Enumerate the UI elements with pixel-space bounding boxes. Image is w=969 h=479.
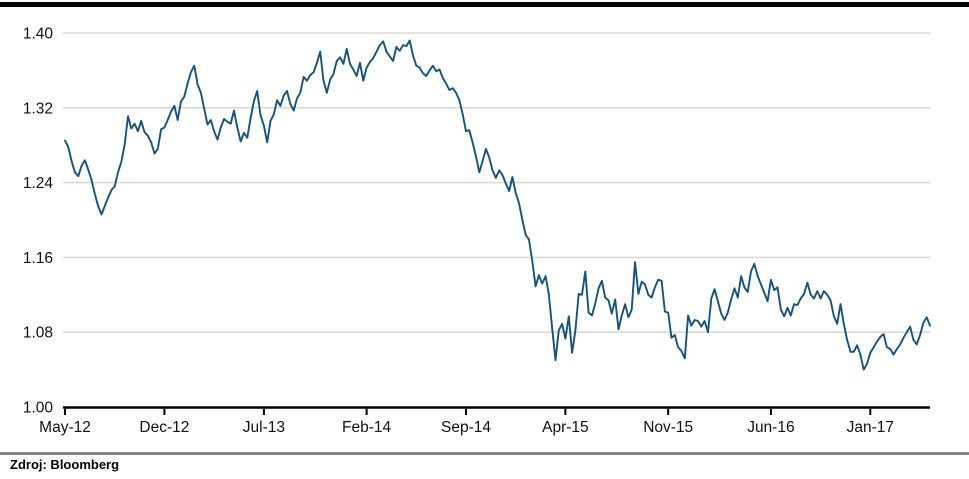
eurusd-line-chart: 1.40 1.32 1.24 1.16 1.08 1.00 May-12 Dec-12 Jul-… xyxy=(23,26,931,437)
x-tick-label: Sep-14 xyxy=(441,419,491,436)
x-tick-label: Feb-14 xyxy=(342,419,391,436)
y-tick-label: 1.08 xyxy=(23,325,53,342)
y-tick-label: 1.40 xyxy=(23,26,54,43)
x-tick-label: Apr-15 xyxy=(542,419,589,436)
price-line xyxy=(64,39,931,371)
y-tick-label: 1.32 xyxy=(23,100,53,117)
x-axis xyxy=(63,406,930,415)
source-label: Zdroj: Bloomberg xyxy=(10,457,120,472)
x-tick-label: May-12 xyxy=(39,419,91,436)
x-tick-label: Dec-12 xyxy=(139,419,189,436)
axis-labels: 1.40 1.32 1.24 1.16 1.08 1.00 May-12 Dec-12 Jul-… xyxy=(23,26,894,437)
footer-divider-rule xyxy=(0,452,969,455)
x-tick-label: Jan-17 xyxy=(847,419,894,436)
top-border-rule xyxy=(0,2,969,7)
gridlines xyxy=(63,32,930,334)
x-tick-label: Jun-16 xyxy=(747,419,794,436)
exchange-rate-line xyxy=(64,39,931,371)
x-tick-label: Nov-15 xyxy=(643,419,693,436)
y-tick-label: 1.16 xyxy=(23,250,53,267)
x-tick-label: Jul-13 xyxy=(243,419,285,436)
y-tick-label: 1.00 xyxy=(23,400,54,417)
y-tick-label: 1.24 xyxy=(23,175,54,192)
